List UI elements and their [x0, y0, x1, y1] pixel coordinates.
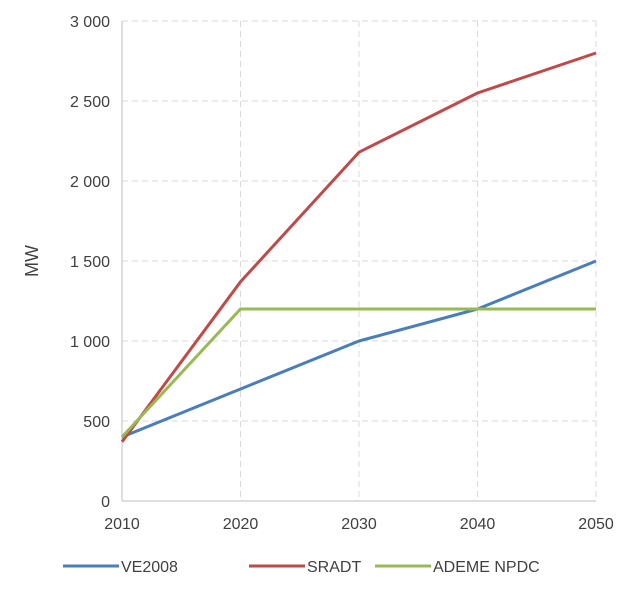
x-tick-label: 2020 — [223, 516, 259, 533]
y-tick-label: 1 500 — [70, 254, 110, 271]
y-tick-label: 2 000 — [70, 174, 110, 191]
series-line-ve2008 — [121, 259, 597, 439]
series-line-ademe-npdc — [120, 307, 596, 439]
y-tick-label: 0 — [101, 494, 110, 511]
series-line-sradt — [120, 51, 597, 443]
legend-label: SRADT — [307, 559, 361, 576]
axes — [121, 21, 596, 502]
series-lines — [120, 51, 597, 443]
grid — [122, 20, 597, 501]
legend: VE2008 SRADT ADEME NPDC — [63, 559, 540, 576]
y-tick-label: 3 000 — [70, 14, 110, 31]
tick-labels: 0 500 1 000 1 500 2 000 2 500 3 000 2010 2020 203… — [70, 14, 614, 533]
y-tick-label: 2 500 — [70, 94, 110, 111]
legend-label: VE2008 — [121, 559, 178, 576]
x-tick-label: 2010 — [104, 516, 140, 533]
y-tick-label: 1 000 — [70, 334, 110, 351]
x-tick-label: 2050 — [578, 516, 614, 533]
x-tick-label: 2040 — [460, 516, 496, 533]
y-tick-label: 500 — [83, 414, 110, 431]
legend-label: ADEME NPDC — [433, 559, 540, 576]
y-axis-title: MW — [22, 245, 42, 277]
x-tick-label: 2030 — [341, 516, 377, 533]
